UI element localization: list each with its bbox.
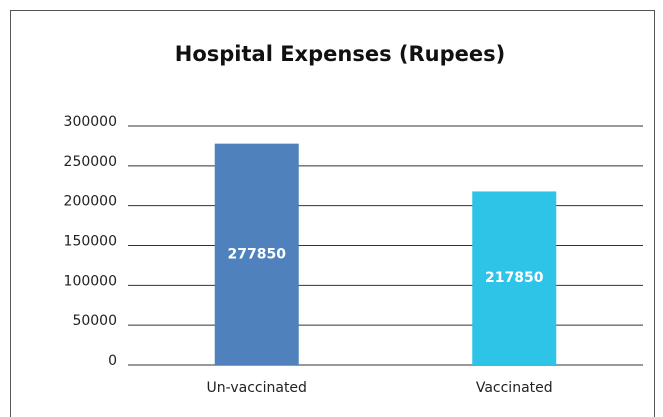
bar xyxy=(214,143,299,365)
data-label: 217850 xyxy=(485,270,544,286)
data-label: 277850 xyxy=(228,246,287,262)
y-tick-label: 250000 xyxy=(64,154,117,170)
y-tick-label: 50000 xyxy=(72,313,117,329)
y-tick-label: 150000 xyxy=(64,234,117,250)
y-tick-label: 0 xyxy=(108,353,117,369)
y-tick-label: 300000 xyxy=(64,114,117,130)
y-tick-label: 200000 xyxy=(64,194,117,210)
x-tick-label: Un-vaccinated xyxy=(207,380,307,396)
bar xyxy=(472,191,557,365)
x-tick-label: Vaccinated xyxy=(476,380,553,396)
chart-title: Hospital Expenses (Rupees) xyxy=(175,42,505,66)
y-tick-label: 100000 xyxy=(64,273,117,289)
